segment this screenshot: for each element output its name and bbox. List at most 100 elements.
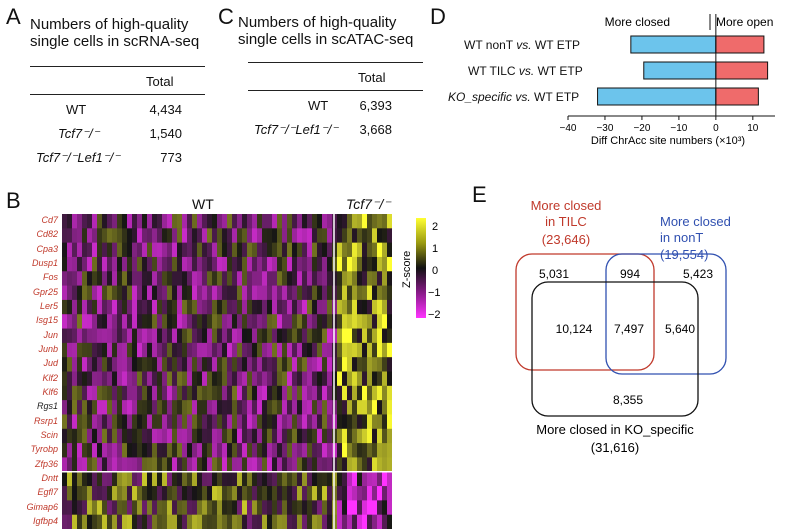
heatmap-cell [112, 371, 117, 387]
heatmap-gene-label: Rsrp1 [33, 415, 58, 426]
heatmap-cell [222, 328, 227, 344]
heatmap-cell [327, 500, 332, 516]
heatmap-cell [152, 214, 157, 229]
heatmap-cell [102, 285, 107, 301]
heatmap-cell [162, 242, 167, 258]
heatmap-cell [267, 299, 272, 315]
heatmap-cell [102, 328, 107, 344]
heatmap-cell [87, 342, 92, 358]
heatmap-cell [342, 428, 347, 444]
heatmap-cell [372, 342, 377, 358]
heatmap-cell [372, 385, 377, 401]
heatmap-cell [197, 486, 202, 501]
heatmap-cell [72, 271, 77, 287]
heatmap-cell [132, 414, 137, 430]
heatmap-cell [247, 242, 252, 258]
heatmap-cell [177, 214, 182, 229]
heatmap-cell [217, 514, 222, 529]
heatmap-cell [232, 271, 237, 287]
heatmap-cell [152, 314, 157, 330]
heatmap-cell [372, 328, 377, 344]
heatmap-cell [167, 342, 172, 358]
heatmap-cell [342, 457, 347, 473]
heatmap-cell [337, 256, 342, 272]
heatmap-cell [267, 414, 272, 430]
heatmap-cell [222, 242, 227, 258]
heatmap-cell [162, 328, 167, 344]
heatmap-cell [367, 256, 372, 272]
heatmap-cell [302, 328, 307, 344]
heatmap-cell [267, 428, 272, 444]
heatmap-gene-label: Klf2 [42, 372, 58, 383]
heatmap-cell [167, 299, 172, 315]
heatmap-cell [62, 357, 67, 372]
heatmap-cell [187, 486, 192, 501]
heatmap-cell [97, 271, 102, 287]
heatmap-cell [282, 256, 287, 272]
heatmap-cell [202, 443, 207, 458]
heatmap-group-tcf7: Tcf7⁻/⁻ [346, 196, 391, 213]
heatmap-cell [317, 357, 322, 372]
heatmap-cell [107, 328, 112, 344]
heatmap-cell [97, 314, 102, 330]
heatmap-cell [182, 414, 187, 430]
heatmap-cell [262, 457, 267, 473]
heatmap-cell [192, 214, 197, 229]
heatmap-cell [202, 357, 207, 372]
heatmap-cell [312, 414, 317, 430]
heatmap-cell [82, 471, 87, 487]
heatmap-cell [67, 357, 72, 372]
heatmap-cell [322, 314, 327, 330]
heatmap-cell [87, 514, 92, 529]
heatmap-cell [327, 342, 332, 358]
heatmap-cell [142, 385, 147, 401]
panel-c-letter: C [218, 4, 234, 29]
heatmap-cell [207, 500, 212, 516]
heatmap-cell [252, 256, 257, 272]
heatmap-cell [102, 371, 107, 387]
heatmap-cell [152, 228, 157, 244]
heatmap-cell [102, 314, 107, 330]
heatmap-cell [207, 514, 212, 529]
heatmap-cell [272, 385, 277, 401]
heatmap-cell [282, 228, 287, 244]
heatmap-cell [127, 471, 132, 487]
heatmap-cell [62, 271, 67, 287]
heatmap-cell [347, 214, 352, 229]
heatmap-cell [342, 342, 347, 358]
heatmap-cell [187, 328, 192, 344]
heatmap-cell [217, 357, 222, 372]
heatmap-cell [77, 385, 82, 401]
heatmap-cell [162, 285, 167, 301]
heatmap-cell [92, 500, 97, 516]
heatmap-cell [337, 471, 342, 487]
heatmap-cell [292, 443, 297, 458]
heatmap-cell [377, 285, 382, 301]
heatmap-cell [382, 214, 387, 229]
heatmap-cell [247, 486, 252, 501]
heatmap-cell [152, 428, 157, 444]
heatmap-cell [377, 271, 382, 287]
heatmap-cell [362, 500, 367, 516]
heatmap-cell [127, 457, 132, 473]
heatmap-cell [122, 428, 127, 444]
heatmap-cell [177, 328, 182, 344]
heatmap-cell [297, 271, 302, 287]
heatmap-cell [387, 271, 392, 287]
heatmap-cell [197, 357, 202, 372]
heatmap-cell [302, 299, 307, 315]
heatmap-cell [367, 299, 372, 315]
heatmap-cell [117, 342, 122, 358]
heatmap-cell [202, 242, 207, 258]
heatmap-cell [287, 428, 292, 444]
heatmap-cell [217, 285, 222, 301]
heatmap-cell [277, 314, 282, 330]
heatmap-cell [152, 242, 157, 258]
heatmap-cell [127, 285, 132, 301]
heatmap-cell [222, 428, 227, 444]
heatmap-cell [352, 443, 357, 458]
heatmap-cell [147, 471, 152, 487]
heatmap-cell [342, 486, 347, 501]
heatmap-cell [307, 400, 312, 415]
heatmap-cell [247, 228, 252, 244]
